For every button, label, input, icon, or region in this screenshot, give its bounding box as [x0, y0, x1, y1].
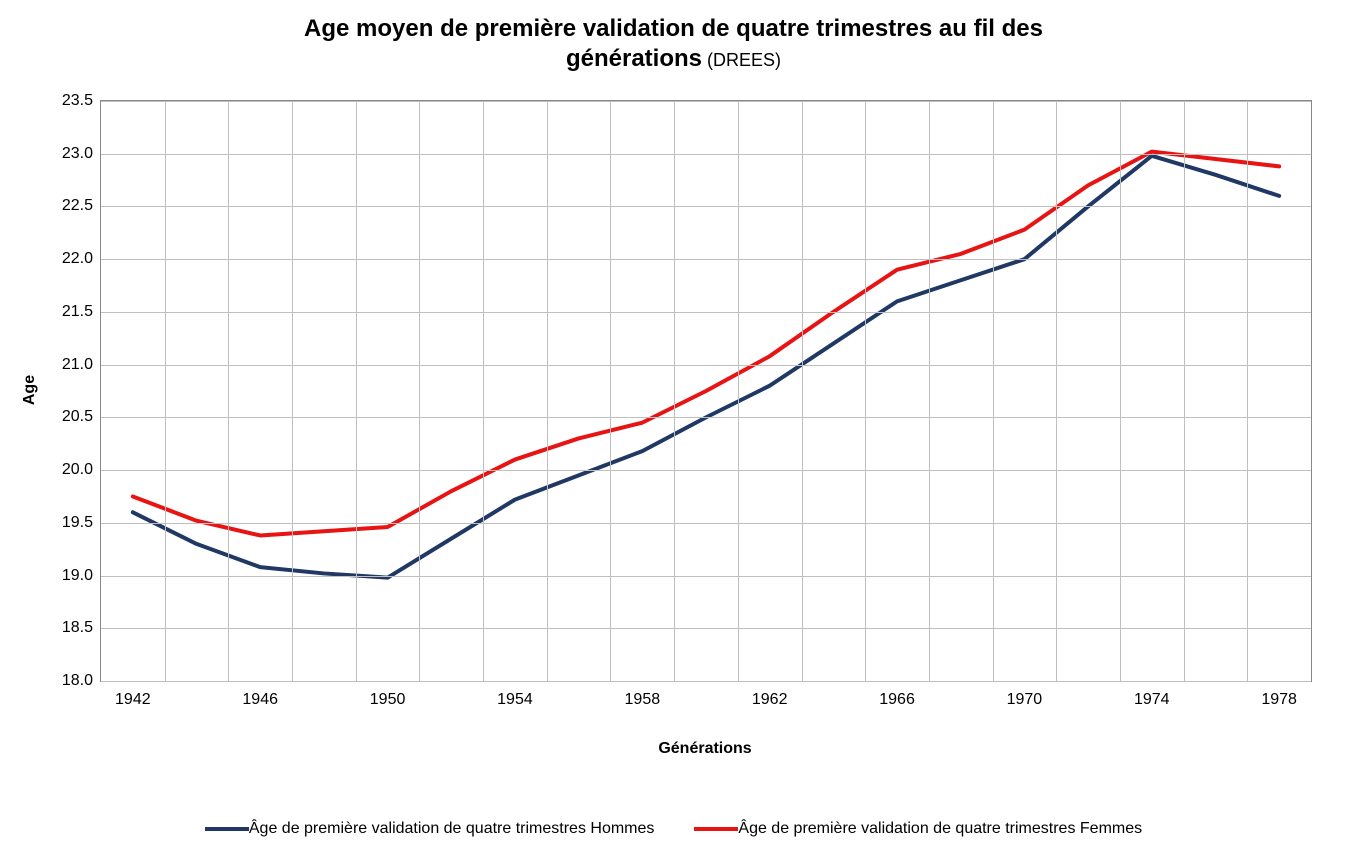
x-tick-label: 1954	[497, 691, 533, 709]
y-tick-label: 20.5	[62, 408, 93, 426]
legend-item: Âge de première validation de quatre tri…	[694, 820, 1142, 838]
grid-line-v	[483, 101, 484, 681]
legend-item: Âge de première validation de quatre tri…	[205, 820, 655, 838]
grid-line-v	[1056, 101, 1057, 681]
x-tick-label: 1974	[1134, 691, 1170, 709]
series-line	[133, 156, 1279, 578]
y-tick-label: 22.0	[62, 250, 93, 268]
x-tick-label: 1958	[625, 691, 661, 709]
x-tick-label: 1942	[115, 691, 151, 709]
series-line	[133, 152, 1279, 536]
x-tick-label: 1950	[370, 691, 406, 709]
y-axis-title: Age	[21, 375, 39, 405]
grid-line-v	[1184, 101, 1185, 681]
y-tick-label: 23.5	[62, 92, 93, 110]
grid-line-h	[101, 259, 1311, 260]
grid-line-h	[101, 576, 1311, 577]
grid-line-h	[101, 154, 1311, 155]
grid-line-h	[101, 206, 1311, 207]
y-tick-label: 20.0	[62, 461, 93, 479]
y-tick-label: 21.0	[62, 356, 93, 374]
grid-line-v	[865, 101, 866, 681]
grid-line-v	[165, 101, 166, 681]
legend: Âge de première validation de quatre tri…	[0, 820, 1347, 838]
grid-line-v	[292, 101, 293, 681]
grid-line-h	[101, 523, 1311, 524]
x-tick-label: 1966	[879, 691, 915, 709]
grid-line-v	[228, 101, 229, 681]
legend-swatch	[205, 827, 249, 831]
x-tick-label: 1946	[242, 691, 278, 709]
y-tick-label: 18.0	[62, 672, 93, 690]
grid-line-v	[993, 101, 994, 681]
x-tick-label: 1978	[1261, 691, 1297, 709]
x-tick-label: 1962	[752, 691, 788, 709]
y-tick-label: 19.0	[62, 567, 93, 585]
y-tick-label: 23.0	[62, 145, 93, 163]
grid-line-v	[802, 101, 803, 681]
grid-line-h	[101, 681, 1311, 682]
grid-line-v	[419, 101, 420, 681]
legend-swatch	[694, 827, 738, 831]
grid-line-v	[738, 101, 739, 681]
line-series-svg	[101, 101, 1311, 681]
chart-container: Age moyen de première validation de quat…	[0, 0, 1347, 861]
grid-line-v	[547, 101, 548, 681]
y-tick-label: 22.5	[62, 197, 93, 215]
legend-label: Âge de première validation de quatre tri…	[249, 820, 655, 838]
grid-line-v	[610, 101, 611, 681]
grid-line-h	[101, 365, 1311, 366]
chart-title-source: (DREES)	[702, 50, 781, 70]
grid-line-h	[101, 312, 1311, 313]
y-tick-label: 19.5	[62, 514, 93, 532]
x-axis-title: Générations	[658, 740, 751, 758]
chart-title-line2: générations	[566, 45, 702, 72]
grid-line-v	[1247, 101, 1248, 681]
plot-area: 18.018.519.019.520.020.521.021.522.022.5…	[100, 100, 1312, 682]
y-tick-label: 18.5	[62, 619, 93, 637]
grid-line-h	[101, 470, 1311, 471]
grid-line-h	[101, 101, 1311, 102]
y-tick-label: 21.5	[62, 303, 93, 321]
grid-line-v	[929, 101, 930, 681]
chart-title: Age moyen de première validation de quat…	[0, 14, 1347, 74]
x-tick-label: 1970	[1007, 691, 1043, 709]
grid-line-v	[356, 101, 357, 681]
grid-line-v	[674, 101, 675, 681]
chart-title-line1: Age moyen de première validation de quat…	[304, 15, 1043, 42]
legend-label: Âge de première validation de quatre tri…	[738, 820, 1142, 838]
grid-line-h	[101, 417, 1311, 418]
grid-line-h	[101, 628, 1311, 629]
grid-line-v	[1120, 101, 1121, 681]
